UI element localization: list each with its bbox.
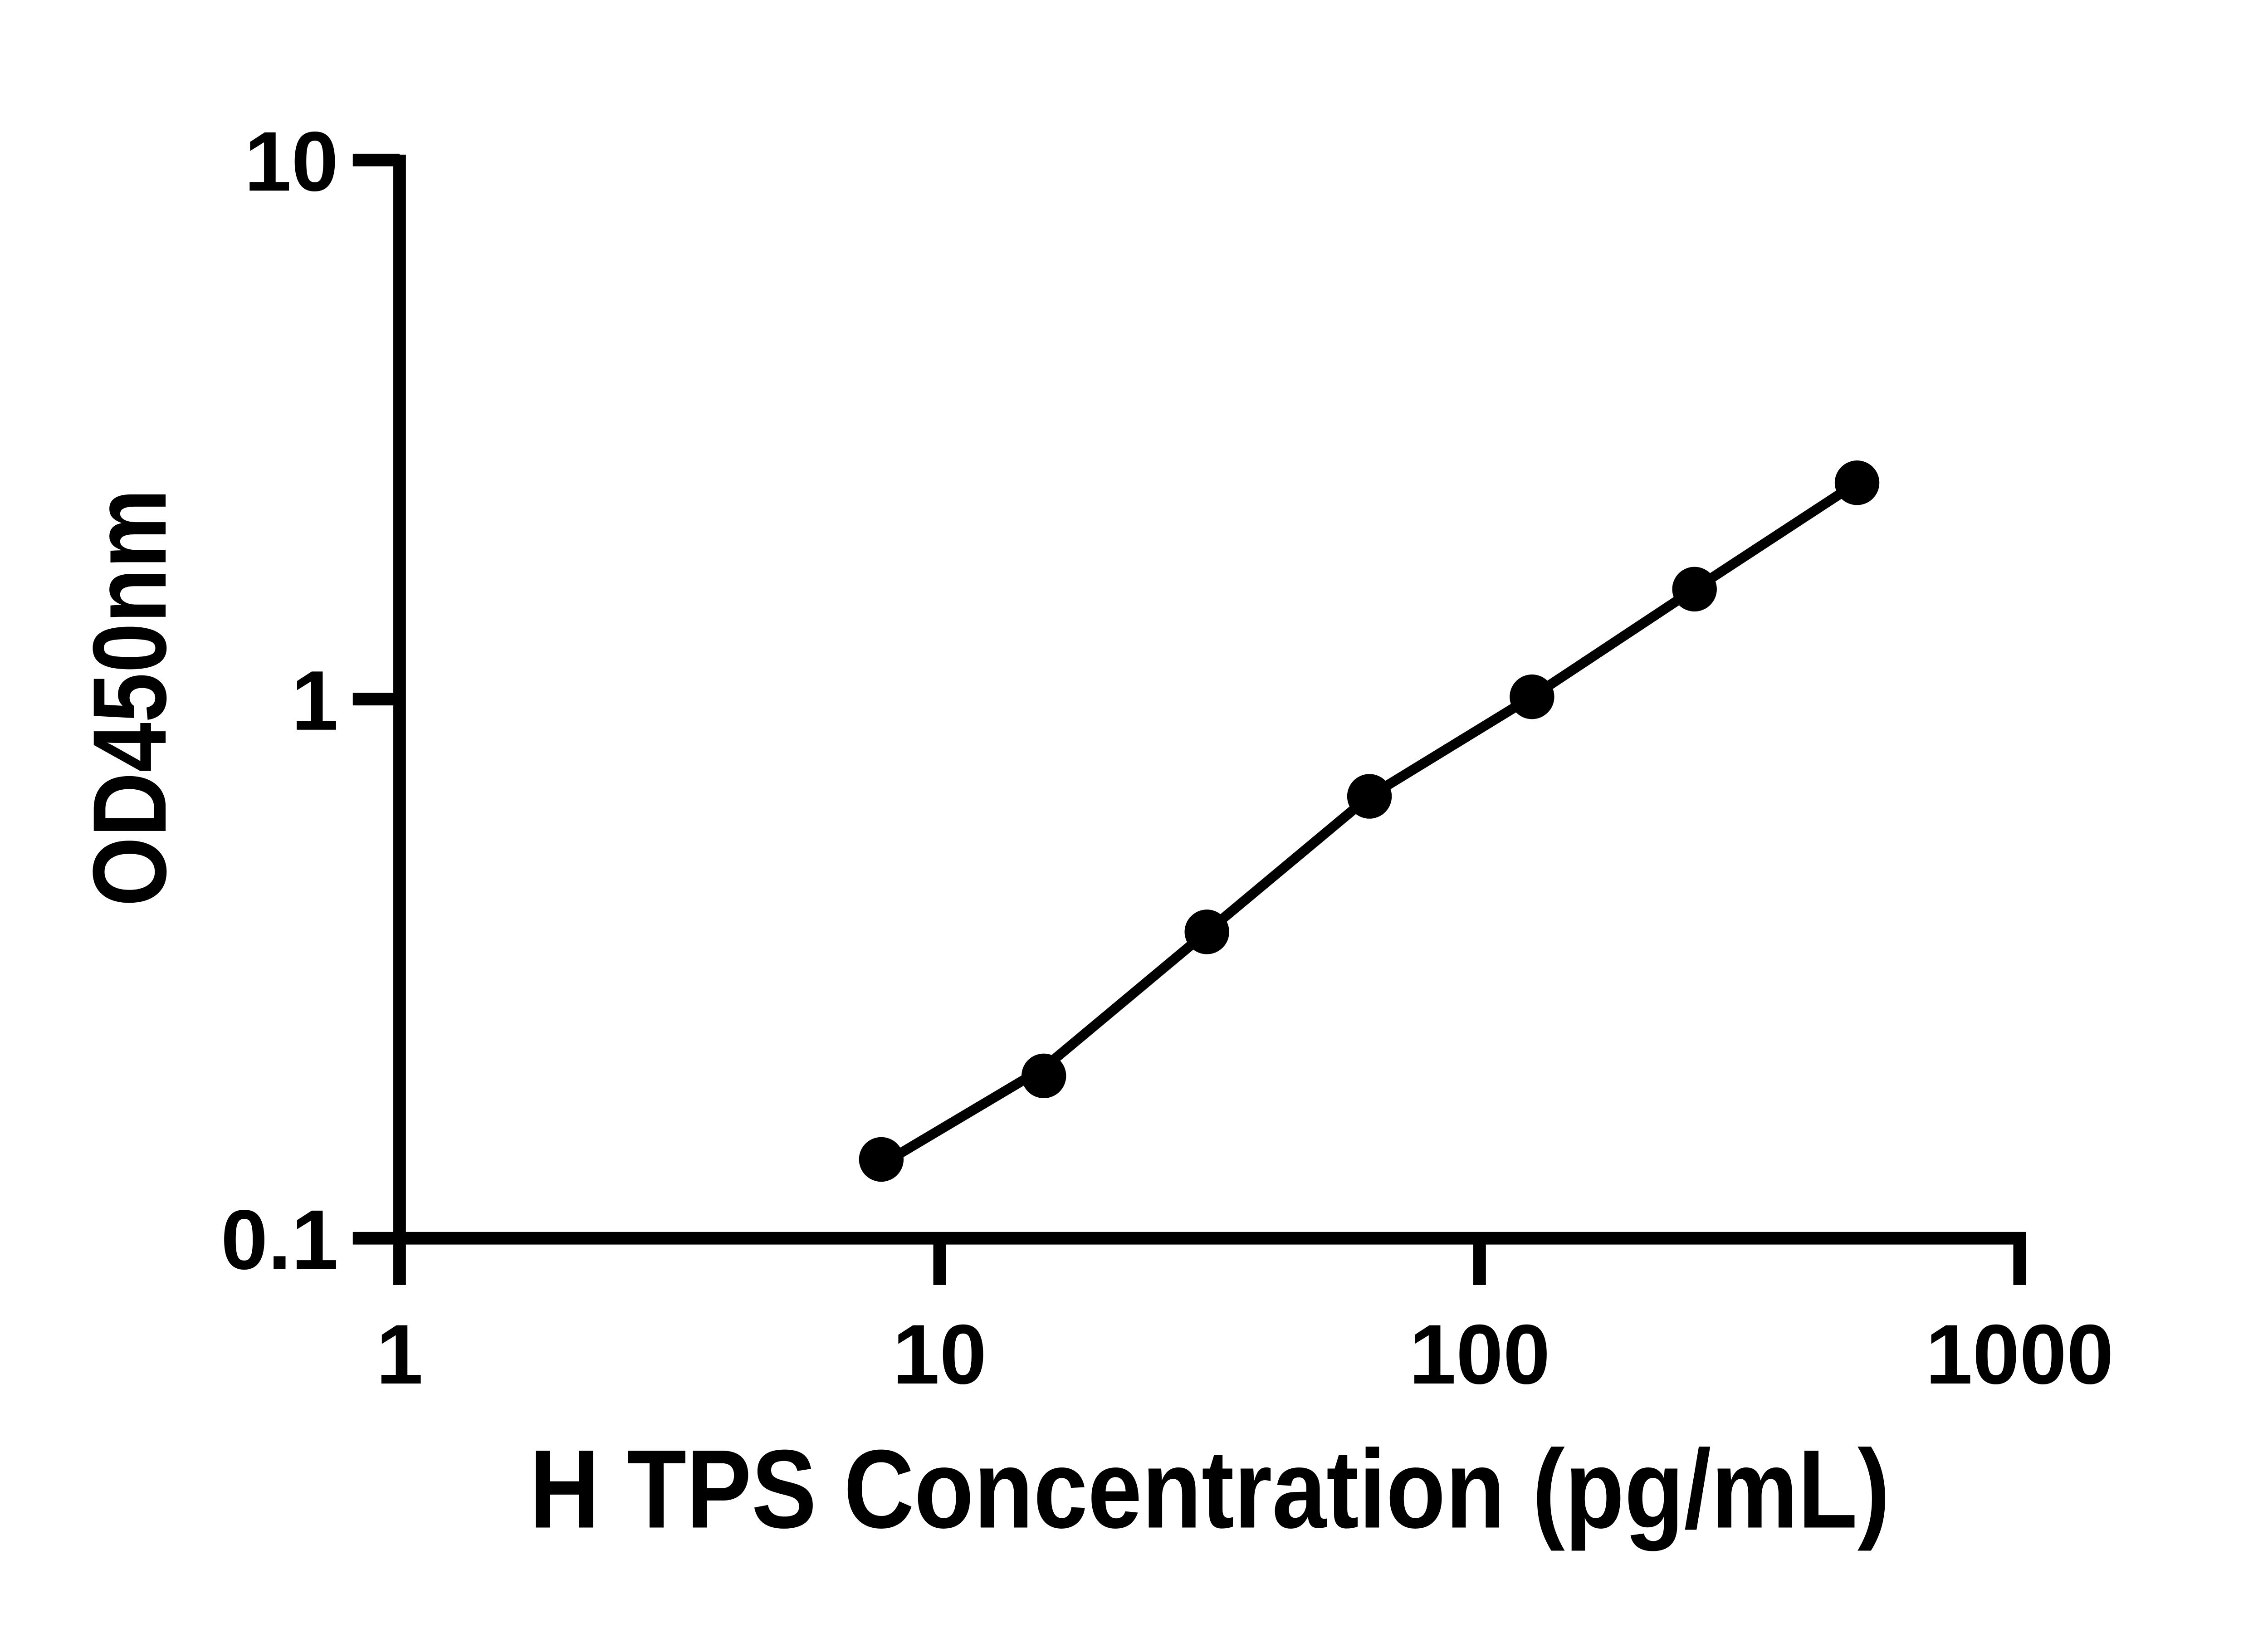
y-tick-label: 1: [291, 653, 338, 748]
y-axis-title: OD450nm: [71, 489, 188, 907]
data-point: [1347, 774, 1392, 819]
data-point: [1834, 460, 1880, 505]
x-tick-label: 100: [1409, 1307, 1550, 1402]
x-tick-label: 1: [376, 1307, 423, 1402]
data-point: [1021, 1053, 1066, 1099]
y-tick-label: 0.1: [221, 1192, 338, 1287]
data-point: [859, 1137, 904, 1182]
x-tick-label: 10: [893, 1307, 987, 1402]
data-point: [1510, 674, 1554, 719]
x-axis-title: H TPS Concentration (pg/mL): [529, 1427, 1890, 1551]
y-tick-label: 10: [244, 114, 338, 209]
data-point: [1672, 567, 1717, 612]
x-tick-label: 1000: [1926, 1307, 2114, 1402]
data-point: [1184, 909, 1229, 954]
